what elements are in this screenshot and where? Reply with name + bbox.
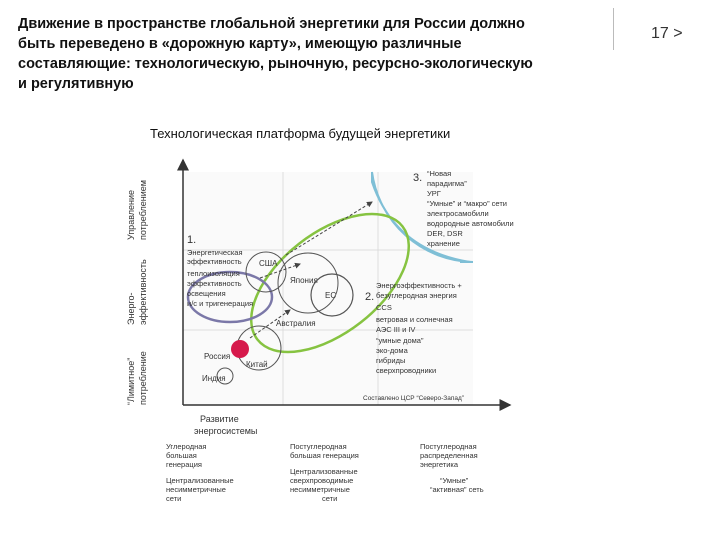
- y-label-bottom-2: потребление: [138, 351, 148, 405]
- trajectory-arrow: [285, 201, 373, 256]
- x-col3-top: Постуглеродная: [420, 442, 477, 451]
- japan-label: Япония: [290, 276, 318, 285]
- x-col1-bottom: Централизованные: [166, 476, 234, 485]
- x-label-2: энергосистемы: [194, 426, 257, 436]
- usa-circle: [245, 251, 287, 293]
- zone1-line: теплоизоляция: [187, 269, 240, 278]
- eu-label: ЕС: [325, 291, 336, 300]
- trajectory-arrow: [249, 309, 291, 339]
- zone2-ellipse: [249, 212, 411, 354]
- title-line: Движение в пространстве глобальной энерг…: [18, 16, 525, 32]
- x-col2-bottom: несимметричные: [290, 485, 350, 494]
- header-divider: [613, 8, 614, 50]
- grid-background: [183, 172, 473, 405]
- zone1-line: эффективность: [187, 257, 242, 266]
- title-line: быть переведено в «дорожную карту», имею…: [18, 36, 462, 52]
- y-label-top-2: потреблением: [138, 180, 148, 240]
- zone2-line: гибриды: [376, 356, 405, 365]
- slide-number[interactable]: 17 >: [651, 25, 683, 42]
- zone3-line: “Новая: [427, 169, 451, 178]
- china-label: Китай: [246, 360, 268, 369]
- zone3-line: хранение: [427, 239, 460, 248]
- zone2-line: АЭС III и IV: [376, 325, 415, 334]
- zone1-line: освещения: [187, 289, 226, 298]
- x-col2-top: большая генерация: [290, 451, 359, 460]
- zone1-line: Энергетическая: [187, 248, 243, 257]
- zone2-line: ветровая и солнечная: [376, 315, 453, 324]
- zone2-line: “умные дома”: [376, 336, 424, 345]
- zone2-line: безуглеродная энергия: [376, 291, 457, 300]
- zone1-line: и/с и тригенерация: [187, 299, 253, 308]
- diagram-subtitle: Технологическая платформа будущей энерге…: [150, 126, 451, 141]
- x-col2-top: Постуглеродная: [290, 442, 347, 451]
- zone1-line: эффективность: [187, 279, 242, 288]
- x-col2-bottom: Централизованные: [290, 467, 358, 476]
- zone2-line: Энергоэффективность +: [376, 281, 462, 290]
- zone2-line: эко-дома: [376, 346, 409, 355]
- x-col3-top: распределенная: [420, 451, 478, 460]
- source-note: Составлено ЦСР “Северо-Запад”: [363, 395, 464, 402]
- y-label-mid-1: Энерго-: [126, 292, 136, 325]
- zone3-line: “Умные” и “макро” сети: [427, 199, 507, 208]
- zone1-ellipse: [186, 270, 274, 324]
- x-col1-bottom: сети: [166, 494, 181, 503]
- zone3-line: водородные автомобили: [427, 219, 514, 228]
- x-col1-top: генерация: [166, 460, 202, 469]
- zone1-number: 1.: [187, 234, 196, 246]
- russia-dot: [231, 340, 249, 358]
- zone3-number: 3.: [413, 172, 422, 184]
- x-label-1: Развитие: [200, 414, 239, 424]
- x-col1-bottom: несимметричные: [166, 485, 226, 494]
- y-label-top-1: Управление: [126, 190, 136, 240]
- x-col1-top: Углеродная: [166, 442, 206, 451]
- title-line: составляющие: технологическую, рыночную,…: [18, 56, 533, 72]
- eu-circle: [310, 273, 354, 317]
- trajectory-arrow: [259, 262, 301, 279]
- x-col3-bottom: “Умные”: [440, 476, 469, 485]
- zone3-line: УРГ: [427, 189, 441, 198]
- x-col2-bottom: сети: [322, 494, 337, 503]
- zone3-line: электросамобили: [427, 209, 489, 218]
- zone2-number: 2.: [365, 291, 374, 303]
- zone3-line: парадигма”: [427, 179, 467, 188]
- australia-label: Австралия: [276, 319, 316, 328]
- y-label-mid-2: эффективность: [138, 259, 148, 325]
- x-col2-bottom: сверхпроводимые: [290, 476, 353, 485]
- zone2-line: CCS: [376, 303, 392, 312]
- title-line: и регулятивную: [18, 76, 134, 92]
- zone3-arc: [371, 172, 471, 263]
- y-label-bottom-1: “Лимитное”: [126, 358, 136, 405]
- x-col1-top: большая: [166, 451, 197, 460]
- zone2-line: сверхпроводники: [376, 366, 436, 375]
- india-label: Индия: [202, 374, 226, 383]
- x-col3-top: энергетика: [420, 460, 459, 469]
- japan-circle: [277, 252, 339, 314]
- russia-label: Россия: [204, 352, 230, 361]
- usa-label: США: [259, 259, 278, 268]
- india-circle: [216, 367, 234, 385]
- slide-title: Движение в пространстве глобальной энерг…: [18, 14, 608, 94]
- x-col3-bottom: “активная” сеть: [430, 485, 484, 494]
- zone3-line: DER, DSR: [427, 229, 463, 238]
